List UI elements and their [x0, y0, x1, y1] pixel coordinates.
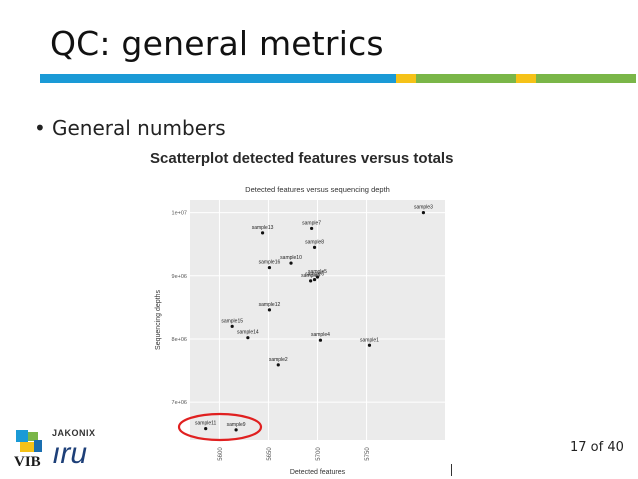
vib-logo: VIB [14, 428, 50, 476]
y-tick-label: 8e+06 [172, 337, 187, 343]
point-label-sample9: sample9 [227, 422, 246, 428]
chart-heading: Scatterplot detected features versus tot… [150, 150, 454, 167]
scatter-point-sample16 [267, 265, 272, 270]
x-tick-label: 5700 [316, 447, 322, 461]
accent-bar-green-1 [416, 74, 516, 83]
scatter-point-sample9 [309, 279, 313, 283]
point-label-sample3: sample3 [414, 205, 433, 211]
scatter-point-sample15 [230, 324, 234, 328]
highlight-circle [177, 412, 263, 442]
slide-title: QC: general metrics [50, 24, 384, 63]
jakonix-logo: JAKONIX ıru [52, 428, 96, 470]
point-label-sample10: sample10 [280, 255, 302, 261]
footer-separator [451, 464, 452, 476]
page-number: 17 of 40 [570, 440, 624, 455]
point-label-sample13: sample13 [252, 225, 274, 231]
scatter-point-sample4 [318, 338, 323, 342]
scatter-point-sample13 [260, 231, 265, 235]
point-label-sample2: sample2 [269, 357, 288, 363]
scatter-point-sample1 [367, 343, 372, 347]
point-label-sample12: sample12 [259, 302, 281, 308]
point-label-sample8: sample8 [305, 239, 324, 245]
vib-logo-text: VIB [14, 454, 41, 470]
point-label-sample4: sample4 [311, 332, 330, 338]
point-label-sample1: sample1 [360, 337, 379, 343]
point-label-sample11: sample11 [195, 421, 217, 427]
scatter-plot: sample3sample7sample13sample8sample10sam… [155, 185, 445, 476]
accent-bar-yellow-1 [396, 74, 416, 83]
scatter-point-sample3 [421, 211, 426, 215]
y-axis-label: Sequencing depths [155, 290, 162, 350]
y-tick-label: 9e+06 [172, 274, 187, 280]
x-tick-label: 5650 [267, 447, 273, 461]
scatter-point-sample8 [312, 245, 317, 249]
accent-bar-blue-1 [40, 74, 396, 83]
scatter-point-sample10 [289, 261, 293, 265]
y-tick-label: 7e+06 [172, 400, 187, 406]
point-label-sample16: sample16 [259, 260, 281, 266]
accent-bar-yellow-2 [516, 74, 536, 83]
point-label-sample9: sample9 [301, 273, 320, 279]
scatter-point-sample11 [204, 427, 208, 431]
x-tick-label: 5600 [218, 447, 224, 461]
scatter-point-sample5 [315, 275, 320, 279]
x-tick-label: 5750 [365, 447, 371, 461]
scatter-point-sample12 [267, 308, 272, 312]
iru-logo-text: ıru [52, 437, 88, 470]
accent-bar-green-2 [536, 74, 636, 83]
scatter-point-sample9 [234, 428, 238, 432]
x-axis-label: Detected features [290, 469, 346, 476]
scatter-point-sample6 [312, 277, 317, 282]
bullet-dot-icon: • [34, 116, 46, 140]
point-label-sample7: sample7 [302, 220, 321, 226]
scatter-point-sample2 [276, 363, 280, 367]
bullet-text: General numbers [52, 116, 226, 140]
point-label-sample6: sample6 [305, 272, 324, 278]
point-label-sample5: sample5 [308, 269, 327, 275]
point-label-sample14: sample14 [237, 330, 259, 336]
point-label-sample15: sample15 [221, 318, 243, 324]
plot-title: Detected features versus sequencing dept… [245, 185, 390, 194]
scatter-point-sample7 [310, 226, 314, 231]
bullet-item: • General numbers [34, 116, 226, 140]
y-tick-label: 1e+07 [172, 211, 187, 217]
scatter-point-sample14 [246, 336, 250, 340]
jakonix-logo-text: JAKONIX [52, 428, 96, 438]
